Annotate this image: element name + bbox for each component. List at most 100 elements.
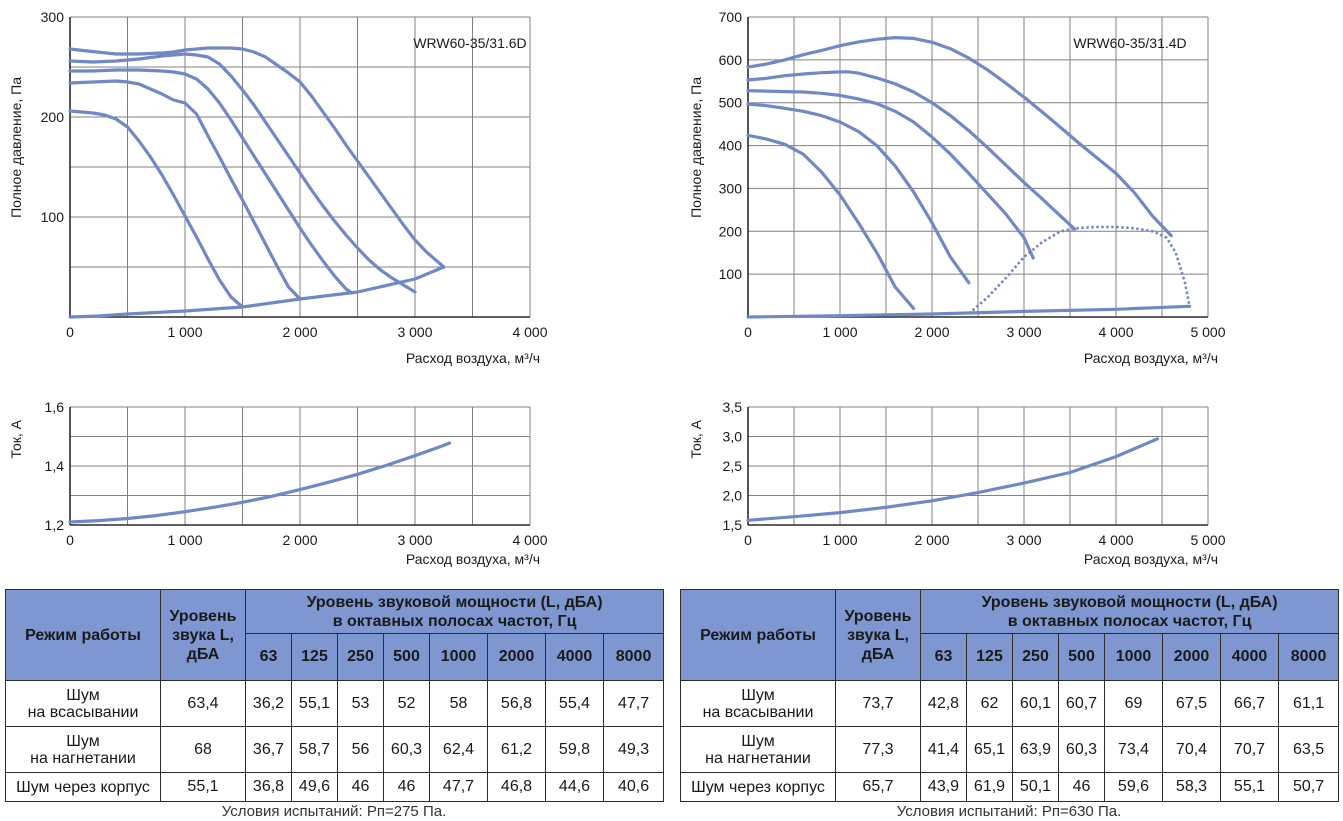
band-header: 500 [1058, 633, 1105, 681]
table-row: Шум на нагнетании 77,3 41,4 65,1 63,9 60,3 73,4… [680, 726, 1340, 773]
x-tick-label: 0 [66, 324, 74, 340]
band-header: 2000 [487, 633, 546, 681]
y-tick-label: 700 [719, 9, 743, 25]
band-value-cell: 55,4 [545, 680, 604, 727]
band-value-cell: 58,3 [1162, 772, 1221, 802]
band-value-cell: 69 [1104, 680, 1163, 727]
band-header: 8000 [602, 633, 665, 681]
band-header-text: 63 [934, 648, 953, 665]
band-header: 1000 [1104, 633, 1163, 681]
sound-level-header-text: Уровень звука L, дБА [844, 607, 912, 663]
band-value-cell: 46 [337, 772, 384, 802]
test-conditions: Условия испытаний: Рп=275 Па. [221, 803, 447, 820]
row-label-line1: Шум [66, 686, 100, 704]
table-row: Шум на нагнетании 68 36,7 58,7 56 60,3 62,4 61,2… [5, 726, 665, 773]
band-value-cell: 60,7 [1058, 680, 1105, 727]
y-tick-label: 500 [719, 95, 743, 111]
series-line-3 [68, 68, 354, 295]
y-axis-label: Полное давление, Па [8, 77, 24, 218]
y-tick-label: 200 [719, 223, 743, 239]
row-label: Шум на всасывании [680, 680, 836, 727]
x-tick-label: 3 000 [397, 532, 432, 548]
noise-table-left-wrap: Режим работы Уровень звука L, дБА Уровень … [5, 589, 665, 820]
row-label: Шум на нагнетании [680, 726, 836, 773]
octave-bands-header: Уровень звуковой мощности (L, дБА) в окта… [244, 589, 665, 634]
x-tick-label: 1 000 [167, 532, 202, 548]
band-header: 1000 [429, 633, 488, 681]
band-value-cell: 66,7 [1220, 680, 1279, 727]
band-header: 125 [291, 633, 338, 681]
y-tick-label: 400 [719, 138, 743, 154]
band-header: 250 [337, 633, 384, 681]
band-value-cell: 70,4 [1162, 726, 1221, 773]
y-tick-label: 600 [719, 52, 743, 68]
x-tick-label: 2 000 [282, 532, 317, 548]
band-value-cell: 56,8 [487, 680, 546, 727]
band-header-text: 63 [259, 648, 278, 665]
mode-header: Режим работы [680, 589, 836, 681]
series-line-4 [746, 102, 971, 285]
band-value-cell: 46 [1058, 772, 1105, 802]
sound-level-cell: 77,3 [835, 726, 921, 773]
band-header-text: 250 [347, 648, 374, 665]
test-conditions: Условия испытаний: Рп=630 Па. [896, 803, 1122, 820]
series-line-1 [68, 46, 446, 269]
band-value-cell: 62,4 [429, 726, 488, 773]
x-axis-label: Расход воздуха, м³/ч [1084, 350, 1218, 366]
band-value-cell: 61,1 [1277, 680, 1340, 727]
series-line-7 [746, 304, 1192, 319]
band-value-cell: 47,7 [429, 772, 488, 802]
band-value-cell: 70,7 [1220, 726, 1279, 773]
band-header: 125 [966, 633, 1013, 681]
octave-bands-header-line1: Уровень звуковой мощности (L, дБА) [306, 593, 603, 611]
x-tick-label: 3 000 [1006, 532, 1041, 548]
charts-area: 0 1 000 2 000 3 000 4 000 100 200 300 Полное дав… [8, 9, 1226, 567]
row-label-line2: на всасывании [27, 703, 139, 721]
x-tick-label: 0 [744, 532, 752, 548]
y-tick-label: 100 [41, 209, 65, 225]
octave-bands-header-line2: в октавных полосах частот, Гц [1007, 612, 1252, 630]
x-tick-label: 0 [744, 324, 752, 340]
series-line-3 [746, 89, 1035, 260]
y-tick-label: 1,5 [723, 517, 743, 533]
y-tick-label: 1,2 [45, 517, 65, 533]
series-line-1 [746, 437, 1159, 522]
x-tick-label: 4 000 [1098, 532, 1133, 548]
chart-1: 0 1 000 2 000 3 000 4 000 100 200 300 Полное дав… [8, 9, 548, 366]
band-header-text: 4000 [556, 648, 593, 665]
y-tick-label: 3,5 [723, 399, 743, 415]
band-value-cell: 49,3 [602, 726, 665, 773]
model-label: WRW60-35/31.6D [413, 35, 526, 51]
band-header-text: 500 [1068, 648, 1095, 665]
sound-level-header-text: Уровень звука L, дБА [169, 607, 237, 663]
sound-level-header: Уровень звука L, дБА [160, 589, 246, 681]
row-label-line1: Шум [741, 686, 775, 704]
mode-header-text: Режим работы [700, 626, 816, 644]
band-header: 4000 [1220, 633, 1279, 681]
band-value-cell: 73,4 [1104, 726, 1163, 773]
row-label: Шум на всасывании [5, 680, 161, 727]
band-header-row: 63 125 250 500 1000 2000 4000 8000 [6, 633, 665, 681]
band-header-row: 63 125 250 500 1000 2000 4000 8000 [681, 633, 1340, 681]
band-value-cell: 60,3 [383, 726, 430, 773]
band-value-cell: 65,1 [966, 726, 1013, 773]
octave-bands-header-line2: в октавных полосах частот, Гц [332, 612, 577, 630]
model-label: WRW60-35/31.4D [1073, 35, 1186, 51]
x-tick-label: 1 000 [167, 324, 202, 340]
band-value-cell: 59,6 [1104, 772, 1163, 802]
band-header-text: 500 [393, 648, 420, 665]
table-row: Шум через корпус 55,1 36,8 49,6 46 46 47,7 46,8… [5, 772, 665, 802]
octave-bands-header-line1: Уровень звуковой мощности (L, дБА) [981, 593, 1278, 611]
band-header: 500 [383, 633, 430, 681]
table-row: Шум через корпус 65,7 43,9 61,9 50,1 46 59,6 58… [680, 772, 1340, 802]
band-value-cell: 58 [429, 680, 488, 727]
band-header-text: 2000 [498, 648, 535, 665]
y-tick-label: 2,5 [723, 458, 743, 474]
band-header-text: 250 [1022, 648, 1049, 665]
band-value-cell: 41,4 [920, 726, 967, 773]
sound-level-header: Уровень звука L, дБА [835, 589, 921, 681]
band-value-cell: 61,9 [966, 772, 1013, 802]
series-line-2 [746, 70, 1077, 231]
x-tick-label: 4 000 [512, 532, 547, 548]
x-tick-label: 2 000 [914, 532, 949, 548]
